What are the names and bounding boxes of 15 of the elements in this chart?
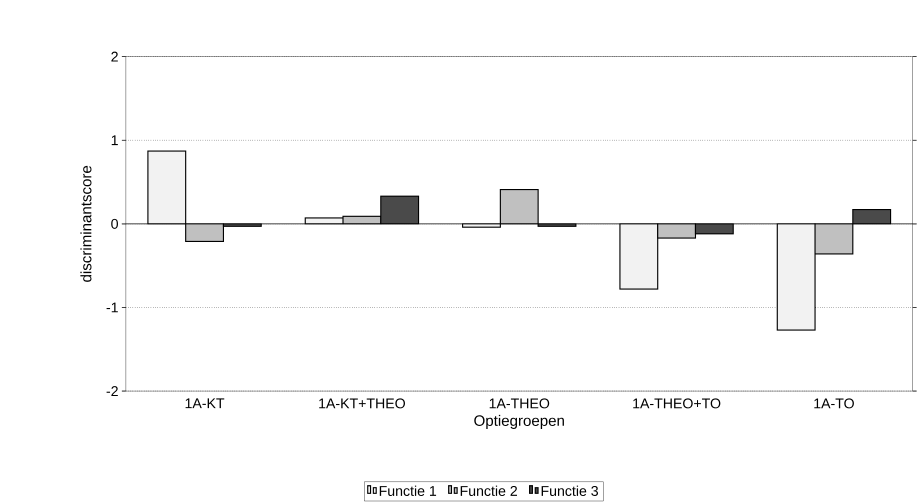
legend-label: Functie 2	[460, 486, 517, 496]
y-tick-label: 2	[111, 52, 118, 62]
x-tick-label: 1A-KT+THEO	[319, 398, 406, 408]
y-tick-label: 0	[111, 218, 118, 229]
legend-label: Functie 3	[542, 486, 598, 496]
x-axis-title: Optiegroepen	[474, 414, 564, 429]
x-tick-label: 1A-TO	[814, 398, 854, 408]
x-tick-label: 1A-THEO	[490, 398, 550, 408]
y-axis-title: discriminantscore	[80, 166, 92, 282]
y-tick-label: 1	[112, 135, 118, 146]
y-tick-label: -2	[106, 386, 118, 396]
legend-label: Functie 1	[380, 486, 436, 496]
y-tick-label: -1	[106, 302, 118, 312]
x-tick-label: 1A-KT	[186, 398, 224, 408]
x-tick-label: 1A-THEO+TO	[633, 398, 720, 408]
